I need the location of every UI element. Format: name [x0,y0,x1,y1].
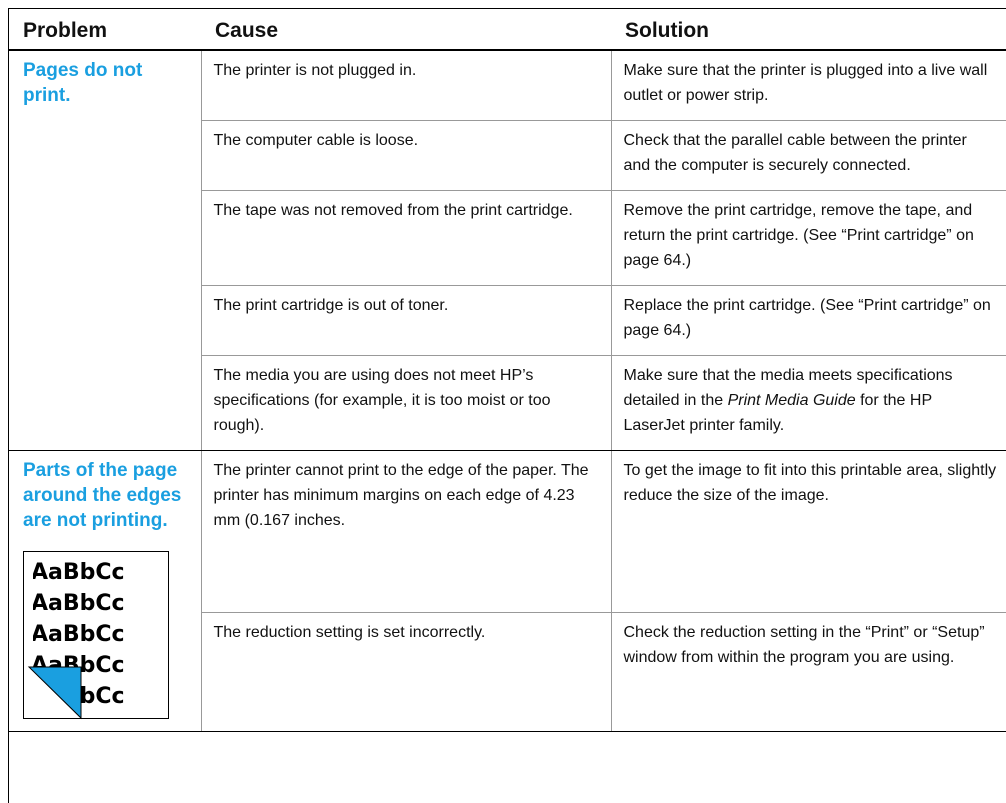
table-row: The media you are using does not meet HP… [9,355,1006,451]
solution-cell: Check that the parallel cable between th… [610,120,1006,191]
problem-text: Pages do not print. [23,60,143,106]
solution-cell: Make sure that the media meets specifica… [610,355,1006,451]
solution-cell: To get the image to fit into this printa… [610,450,1006,613]
cause-cell: The reduction setting is set incorrectly… [200,612,611,733]
solution-cell: Remove the print cartridge, remove the t… [610,190,1006,286]
illustration: AaBbCcAaBbCcAaBbCcAaBbCcAaBbCc [23,551,169,720]
table-row: Pages do not print. The printer is not pl… [9,50,1006,451]
table-row: Parts of the page around the edges are n… [9,450,1006,732]
sample-text: AaBbCc [31,622,125,647]
solution-text: for the HP LaserJet printer family. [623,392,932,434]
header-row: Problem Cause Solution [9,9,1006,51]
solution-cell: Replace the print cartridge. (See “Print… [610,285,1006,356]
header-cell: Problem [9,9,201,51]
solution-text: To get the image to fit into this printa… [623,462,997,504]
solution-text: Remove the print cartridge, remove the t… [623,202,974,269]
cause-cell: The print cartridge is out of toner. [200,285,611,356]
cause-cell: The printer is not plugged in. [200,50,611,121]
cause-cell: The computer cable is loose. [200,120,611,191]
solution-cell: Make sure that the printer is plugged in… [610,50,1006,121]
solution-text: Make sure that the printer is plugged in… [623,62,988,104]
problem-cell: Parts of the page around the edges are n… [9,450,201,732]
header-cell: Solution [611,9,1006,51]
solution-text: Check that the parallel cable between th… [623,132,967,174]
table-frame: Problem Cause Solution Pages do not prin… [8,8,1006,803]
cause-cell: The tape was not removed from the print … [200,190,611,286]
problem-text: Parts of the page around the edges are n… [23,460,182,531]
table-row: The tape was not removed from the print … [9,190,1006,286]
sample-text: AaBbCc [31,560,125,585]
troubleshooting-table: Problem Cause Solution Pages do not prin… [9,9,1006,733]
problem-cell: Pages do not print. [9,50,201,451]
solution-text: Make sure that the media meets specifica… [623,367,953,409]
cause-cell: The printer cannot print to the edge of … [200,450,611,613]
table-row: The reduction setting is set incorrectly… [9,612,1006,733]
table-row: The computer cable is loose. Check that t… [9,120,1006,191]
solution-text: Replace the print cartridge. (See “Print… [623,297,991,339]
solution-cell: Check the reduction setting in the “Prin… [610,612,1006,733]
solution-text: Print Media Guide [727,392,856,409]
header-cell: Cause [201,9,611,51]
solution-text: Check the reduction setting in the “Prin… [623,623,985,666]
table-body: Pages do not print. The printer is not pl… [9,50,1006,733]
fold-corner [27,666,82,720]
cause-cell: The media you are using does not meet HP… [200,355,611,451]
table-row: The print cartridge is out of toner. Repl… [9,285,1006,356]
sample-text: AaBbCc [31,591,125,616]
